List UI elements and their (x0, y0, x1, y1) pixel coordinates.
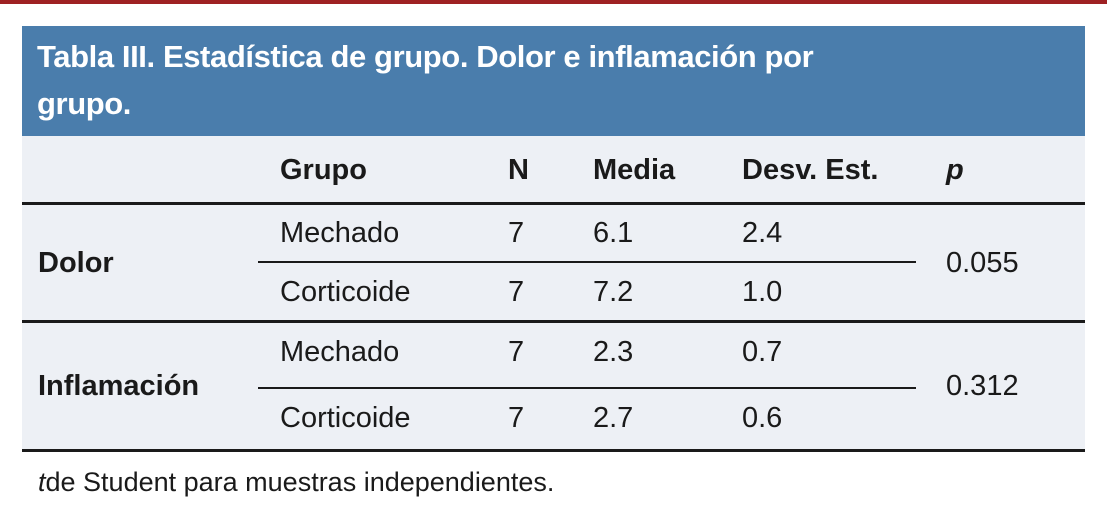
table-cell-desv: 1.0 (742, 275, 783, 308)
column-header-grupo: Grupo (280, 153, 367, 186)
table-cell-n: 7 (508, 336, 525, 368)
header-rule (22, 202, 1085, 205)
p-value-inflamacion: 0.312 (946, 369, 1019, 402)
table-cell-media: 2.7 (593, 401, 634, 434)
table-cell-grupo: Mechado (280, 217, 400, 249)
table-cell-desv: 0.6 (742, 401, 783, 434)
column-header-n: N (508, 153, 529, 186)
table-cell-grupo: Corticoide (280, 275, 411, 308)
table-footnote: t de Student para muestras independiente… (38, 462, 554, 502)
subrow-rule (258, 387, 916, 389)
table-cell-grupo: Corticoide (280, 401, 411, 434)
subrow-rule (258, 261, 916, 263)
table-title-line1: Tabla III. Estadística de grupo. Dolor e… (37, 39, 814, 74)
table-cell-media: 6.1 (593, 217, 634, 249)
bottom-rule (22, 449, 1085, 452)
table-body-background (22, 136, 1085, 452)
column-header-p: p (946, 153, 964, 186)
table-cell-n: 7 (508, 217, 525, 249)
row-label-dolor: Dolor (38, 246, 114, 279)
table-cell-n: 7 (508, 401, 525, 434)
table-cell-media: 7.2 (593, 275, 634, 308)
p-value-dolor: 0.055 (946, 246, 1019, 279)
column-header-desv-est: Desv. Est. (742, 153, 879, 186)
row-label-inflamacion: Inflamación (38, 369, 200, 402)
table-cell-grupo: Mechado (280, 336, 400, 368)
footnote-t-symbol: t (38, 466, 46, 497)
table-title-line2: grupo. (37, 86, 132, 121)
column-header-media: Media (593, 153, 676, 186)
top-accent-rule (0, 0, 1107, 4)
table-cell-n: 7 (508, 275, 525, 308)
block-divider-rule (22, 320, 1085, 323)
table-cell-desv: 0.7 (742, 336, 783, 368)
table-cell-media: 2.3 (593, 336, 634, 368)
footnote-text: de Student para muestras independientes. (45, 466, 555, 497)
table-cell-desv: 2.4 (742, 217, 783, 249)
table-title-band: Tabla III. Estadística de grupo. Dolor e… (22, 26, 1085, 136)
